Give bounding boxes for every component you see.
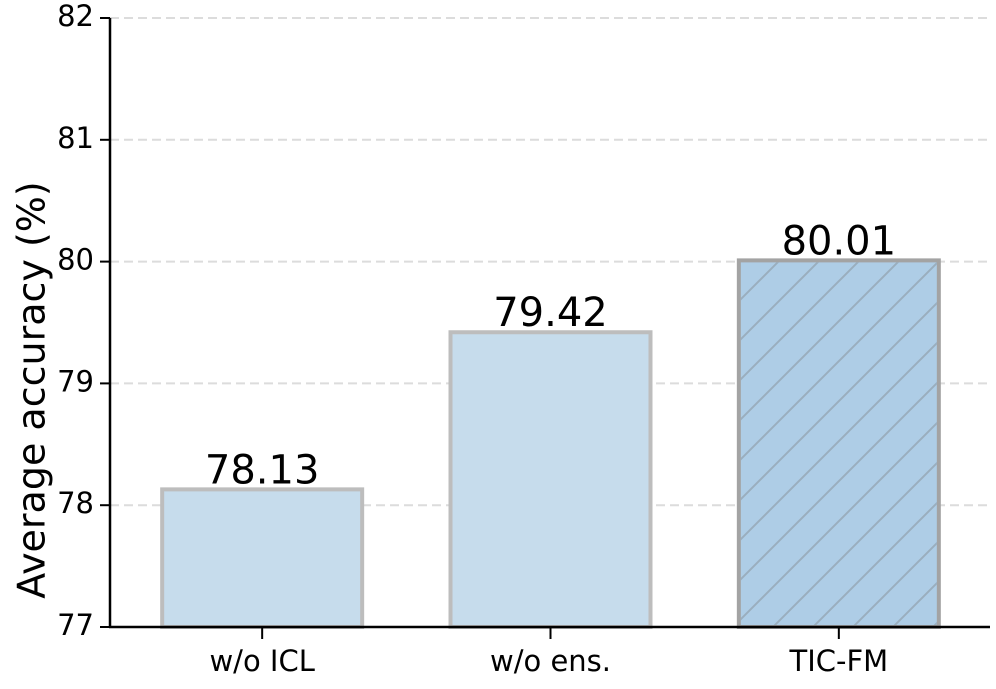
y-tick-label: 77 <box>57 608 94 642</box>
y-axis-label: Average accuracy (%) <box>10 181 54 598</box>
data-label: 80.01 <box>782 218 897 264</box>
x-tick-label: w/o ens. <box>490 644 611 678</box>
y-tick-label: 82 <box>57 0 94 33</box>
bar-hatch <box>740 262 937 625</box>
bar <box>448 330 653 629</box>
y-tick-label: 79 <box>57 364 94 398</box>
bar <box>160 487 365 629</box>
y-tick-label: 81 <box>57 121 94 155</box>
data-label: 79.42 <box>493 290 608 336</box>
data-label: 78.13 <box>205 447 320 493</box>
x-tick-label: TIC-FM <box>788 644 888 678</box>
y-tick-label: 80 <box>57 243 94 277</box>
y-tick-label: 78 <box>57 486 94 520</box>
x-tick-label: w/o ICL <box>209 644 314 678</box>
